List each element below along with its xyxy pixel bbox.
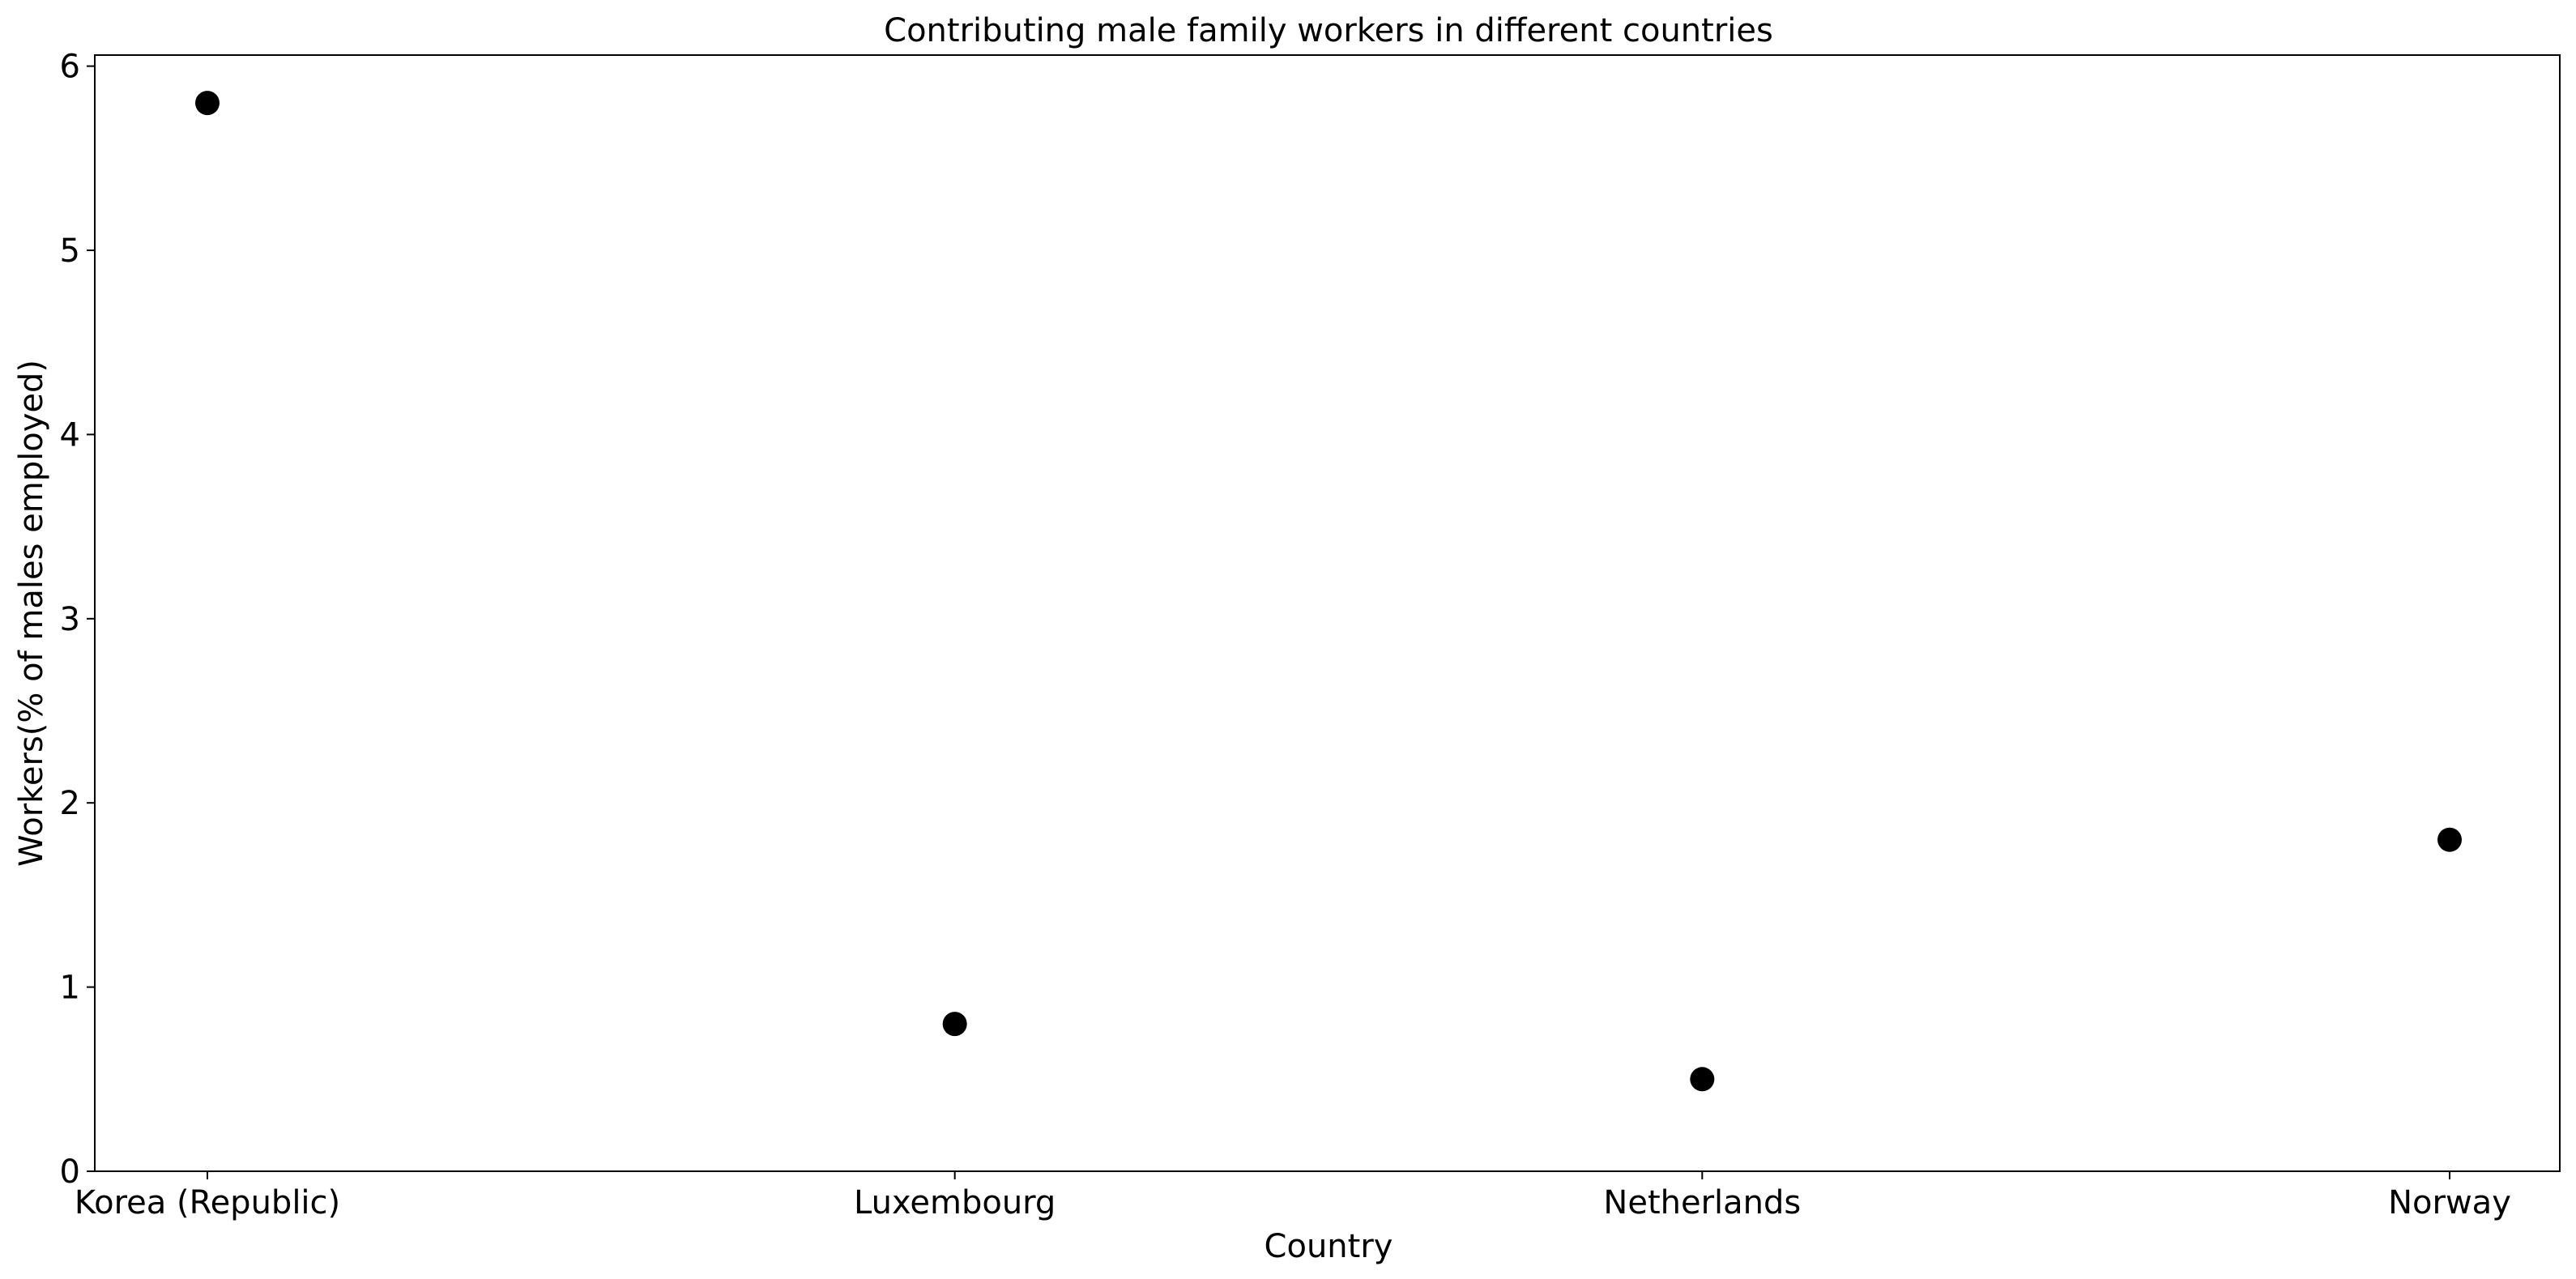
x-tick-label: Luxembourg	[854, 1184, 1056, 1221]
data-point	[1690, 1067, 1715, 1092]
y-axis-label: Workers(% of males employed)	[13, 360, 50, 867]
x-tick-label: Korea (Republic)	[75, 1184, 340, 1221]
y-tick-label: 1	[60, 970, 80, 1007]
y-tick-label: 0	[60, 1153, 80, 1191]
y-axis: 0 1 2 3 4 5 6	[60, 49, 95, 1191]
data-point	[195, 91, 220, 116]
y-tick-label: 5	[60, 232, 80, 270]
data-point	[2437, 827, 2462, 852]
y-tick-label: 3	[60, 601, 80, 638]
x-axis: Korea (Republic) Luxembourg Netherlands Nor…	[75, 1171, 2511, 1221]
x-axis-label: Country	[1265, 1228, 1393, 1265]
y-tick-label: 6	[60, 49, 80, 86]
y-tick-label: 2	[60, 785, 80, 822]
x-tick-label: Norway	[2388, 1184, 2511, 1221]
chart-title: Contributing male family workers in diff…	[884, 12, 1773, 49]
x-tick-label: Netherlands	[1603, 1184, 1801, 1221]
data-point	[942, 1012, 967, 1037]
plot-area-frame	[94, 54, 2561, 1172]
y-tick-label: 4	[60, 416, 80, 454]
data-points	[195, 91, 2462, 1092]
